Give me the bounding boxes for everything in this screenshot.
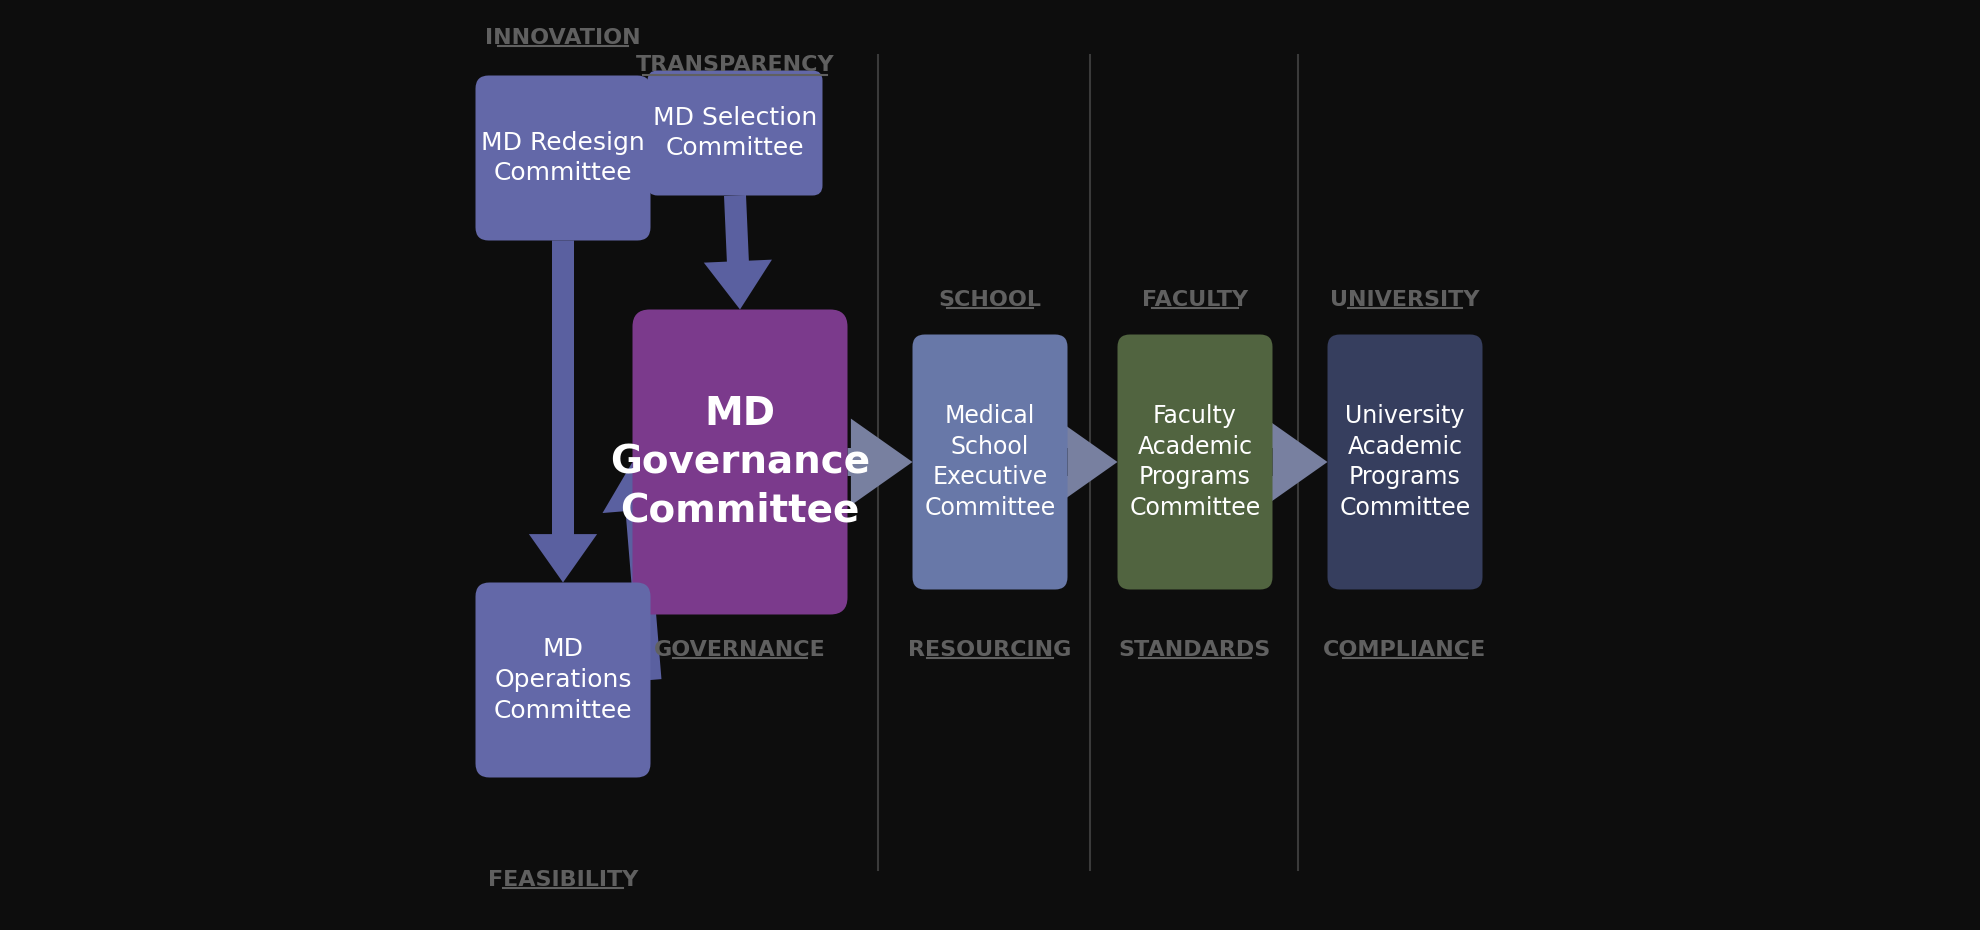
Polygon shape <box>529 241 598 582</box>
FancyBboxPatch shape <box>475 75 651 241</box>
Text: GOVERNANCE: GOVERNANCE <box>653 640 826 660</box>
Polygon shape <box>602 462 671 681</box>
Text: RESOURCING: RESOURCING <box>909 640 1071 660</box>
Text: TRANSPARENCY: TRANSPARENCY <box>636 55 834 75</box>
Text: Faculty
Academic
Programs
Committee: Faculty Academic Programs Committee <box>1129 404 1261 520</box>
Text: MD Selection
Committee: MD Selection Committee <box>653 106 818 160</box>
FancyBboxPatch shape <box>913 335 1067 590</box>
Polygon shape <box>847 418 913 505</box>
FancyBboxPatch shape <box>632 310 847 615</box>
Text: MD Redesign
Committee: MD Redesign Committee <box>481 131 645 185</box>
FancyBboxPatch shape <box>647 71 822 195</box>
Text: FEASIBILITY: FEASIBILITY <box>487 870 638 890</box>
Polygon shape <box>620 133 687 185</box>
FancyBboxPatch shape <box>1327 335 1483 590</box>
Text: FACULTY: FACULTY <box>1142 290 1247 310</box>
Text: MD
Governance
Committee: MD Governance Committee <box>610 394 869 529</box>
Text: SCHOOL: SCHOOL <box>939 290 1041 310</box>
FancyBboxPatch shape <box>1117 335 1273 590</box>
Polygon shape <box>1055 418 1117 505</box>
FancyBboxPatch shape <box>475 582 651 777</box>
Text: INNOVATION: INNOVATION <box>485 28 642 48</box>
Text: STANDARDS: STANDARDS <box>1119 640 1271 660</box>
Text: UNIVERSITY: UNIVERSITY <box>1331 290 1479 310</box>
Text: MD
Operations
Committee: MD Operations Committee <box>493 637 632 723</box>
Text: COMPLIANCE: COMPLIANCE <box>1323 640 1487 660</box>
Text: University
Academic
Programs
Committee: University Academic Programs Committee <box>1338 404 1471 520</box>
Polygon shape <box>1265 418 1327 505</box>
Text: Medical
School
Executive
Committee: Medical School Executive Committee <box>925 404 1055 520</box>
Polygon shape <box>703 195 772 310</box>
